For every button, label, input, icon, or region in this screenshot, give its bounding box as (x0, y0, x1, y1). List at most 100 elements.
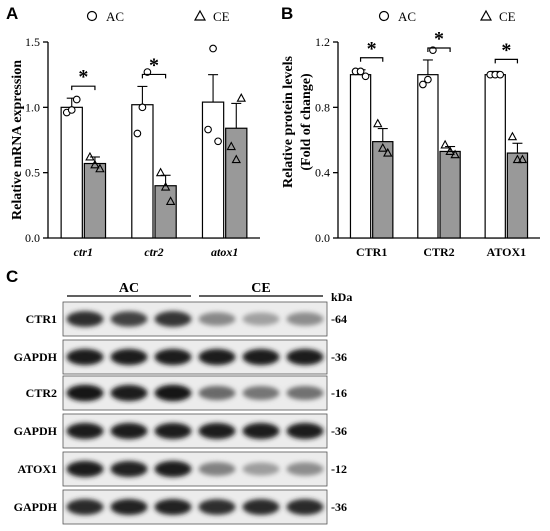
blot-band (198, 385, 236, 401)
chart-b-significance-bracket (427, 47, 451, 52)
blot-row-label: CTR2 (26, 386, 57, 400)
legend-ce-label: CE (213, 9, 230, 24)
chart-b-y-tick-label: 0.4 (315, 166, 330, 180)
blot-band (66, 384, 104, 402)
blot-row-label: GAPDH (14, 350, 58, 364)
chart-b-significance-bracket (359, 57, 384, 62)
chart-b-significance-star: * (434, 28, 444, 50)
blot-band (154, 384, 192, 402)
blot-row-label: GAPDH (14, 424, 58, 438)
blot-band (110, 348, 148, 366)
blot-size-marker: -36 (331, 424, 347, 438)
blot-size-marker: -16 (331, 386, 347, 400)
chart-a-point-ce (85, 151, 95, 161)
chart-b-point-ac (419, 80, 427, 89)
chart-b-bar-ac-ctr1 (349, 74, 372, 239)
legend-ac-label-b: AC (398, 9, 416, 24)
chart-a-point-ce (155, 167, 166, 177)
chart-b-bar-ac-ctr2 (417, 74, 439, 239)
chart-b-y-tick-label: 0.8 (315, 100, 330, 114)
blot-row-label: GAPDH (14, 500, 58, 514)
chart-b-category-label: CTR1 (356, 245, 387, 259)
chart-b-point-ce (445, 146, 455, 155)
legend-ce-marker-b (479, 9, 493, 21)
chart-a-point-ce (226, 141, 236, 151)
chart-a-significance-star: * (78, 66, 88, 88)
blot-size-marker: -36 (331, 500, 347, 514)
chart-a-point-ce (236, 93, 246, 102)
chart-a-point-ac (209, 44, 217, 53)
blot-band (242, 386, 280, 400)
chart-b-point-ce (378, 143, 388, 152)
chart-a-category-label: atox1 (211, 245, 238, 259)
chart-b: 0.0 0.4 0.8 1.2 * CTR1 * CTR2 * ATOX1 (315, 28, 540, 259)
blot-band (198, 462, 236, 476)
chart-a-bar-ce-ctr2 (154, 185, 177, 239)
chart-a-category-label: ctr2 (144, 245, 163, 259)
chart-b-significance-star: * (367, 38, 377, 60)
chart-a-point-ce (160, 181, 171, 191)
blot-band (66, 348, 104, 366)
blot-band (242, 348, 280, 366)
chart-a-y-tick-label: 1.5 (25, 35, 40, 49)
blot-group-label-ac: AC (119, 281, 139, 296)
blot-row-label: CTR1 (26, 312, 57, 326)
blot-band (198, 348, 236, 366)
chart-a-point-ac (67, 106, 76, 114)
chart-a-point-ce (231, 154, 241, 164)
blot-strip (62, 413, 328, 449)
chart-a-y-tick-label: 0.5 (25, 166, 40, 180)
blot-band (198, 422, 236, 440)
blot-band (242, 312, 280, 326)
chart-b-point-ac (424, 75, 432, 84)
chart-b-point-ce (383, 147, 393, 157)
chart-b-bar-ce-atox1 (506, 152, 529, 239)
legend-ce-marker (193, 9, 207, 21)
chart-a-point-ce (90, 159, 100, 169)
blot-band (154, 498, 192, 516)
blot-row-label: ATOX1 (17, 462, 57, 476)
blot-band (110, 460, 148, 478)
blot-band (242, 422, 280, 440)
blot-band (154, 311, 192, 327)
blot-group-label-ce: CE (251, 281, 270, 296)
blot-band (286, 312, 324, 326)
chart-a-bar-ac-atox1 (201, 101, 225, 239)
blot-band (242, 462, 280, 476)
blot-strip (62, 451, 328, 487)
panel-letter-a: A (6, 4, 18, 23)
western-blot-panel: AC CE kDa CTR1 -64 GAPDH -36 CTR2 -16 GAPDH -36 ATO… (14, 281, 352, 525)
blot-band (110, 384, 148, 402)
blot-band (286, 499, 324, 515)
legend-ce-label-b: CE (499, 9, 516, 24)
legend-ac-marker (86, 10, 98, 22)
blot-strip (62, 375, 328, 411)
chart-b-significance-bracket (494, 58, 519, 64)
blot-band (286, 462, 324, 476)
chart-b-point-ce (507, 131, 518, 141)
panel-letter-c: C (6, 267, 18, 286)
blot-kda-unit: kDa (331, 290, 352, 304)
chart-a-significance-bracket (71, 85, 96, 91)
chart-a-point-ac (214, 137, 222, 146)
chart-b-y-tick-label: 1.2 (315, 35, 330, 49)
blot-band (110, 498, 148, 516)
blot-size-marker: -64 (331, 312, 347, 326)
blot-band (198, 312, 236, 326)
legend-a: AC CE (86, 9, 230, 24)
chart-a-point-ac (72, 95, 81, 104)
blot-band (154, 460, 192, 478)
y-axis-title-a: Relative mRNA expression (10, 60, 25, 220)
chart-a-significance-bracket (141, 73, 167, 79)
chart-b-point-ce (450, 149, 460, 159)
chart-a: 0.0 0.5 1.0 1.5 * ctr1 * ctr2 atox1 (25, 35, 260, 259)
chart-b-category-label: ATOX1 (487, 245, 527, 259)
blot-size-marker: -36 (331, 350, 347, 364)
chart-b-point-ce (512, 154, 523, 164)
blot-strip (62, 301, 328, 337)
blot-band (66, 422, 104, 440)
blot-band (66, 460, 104, 478)
chart-a-point-ac (143, 68, 152, 76)
